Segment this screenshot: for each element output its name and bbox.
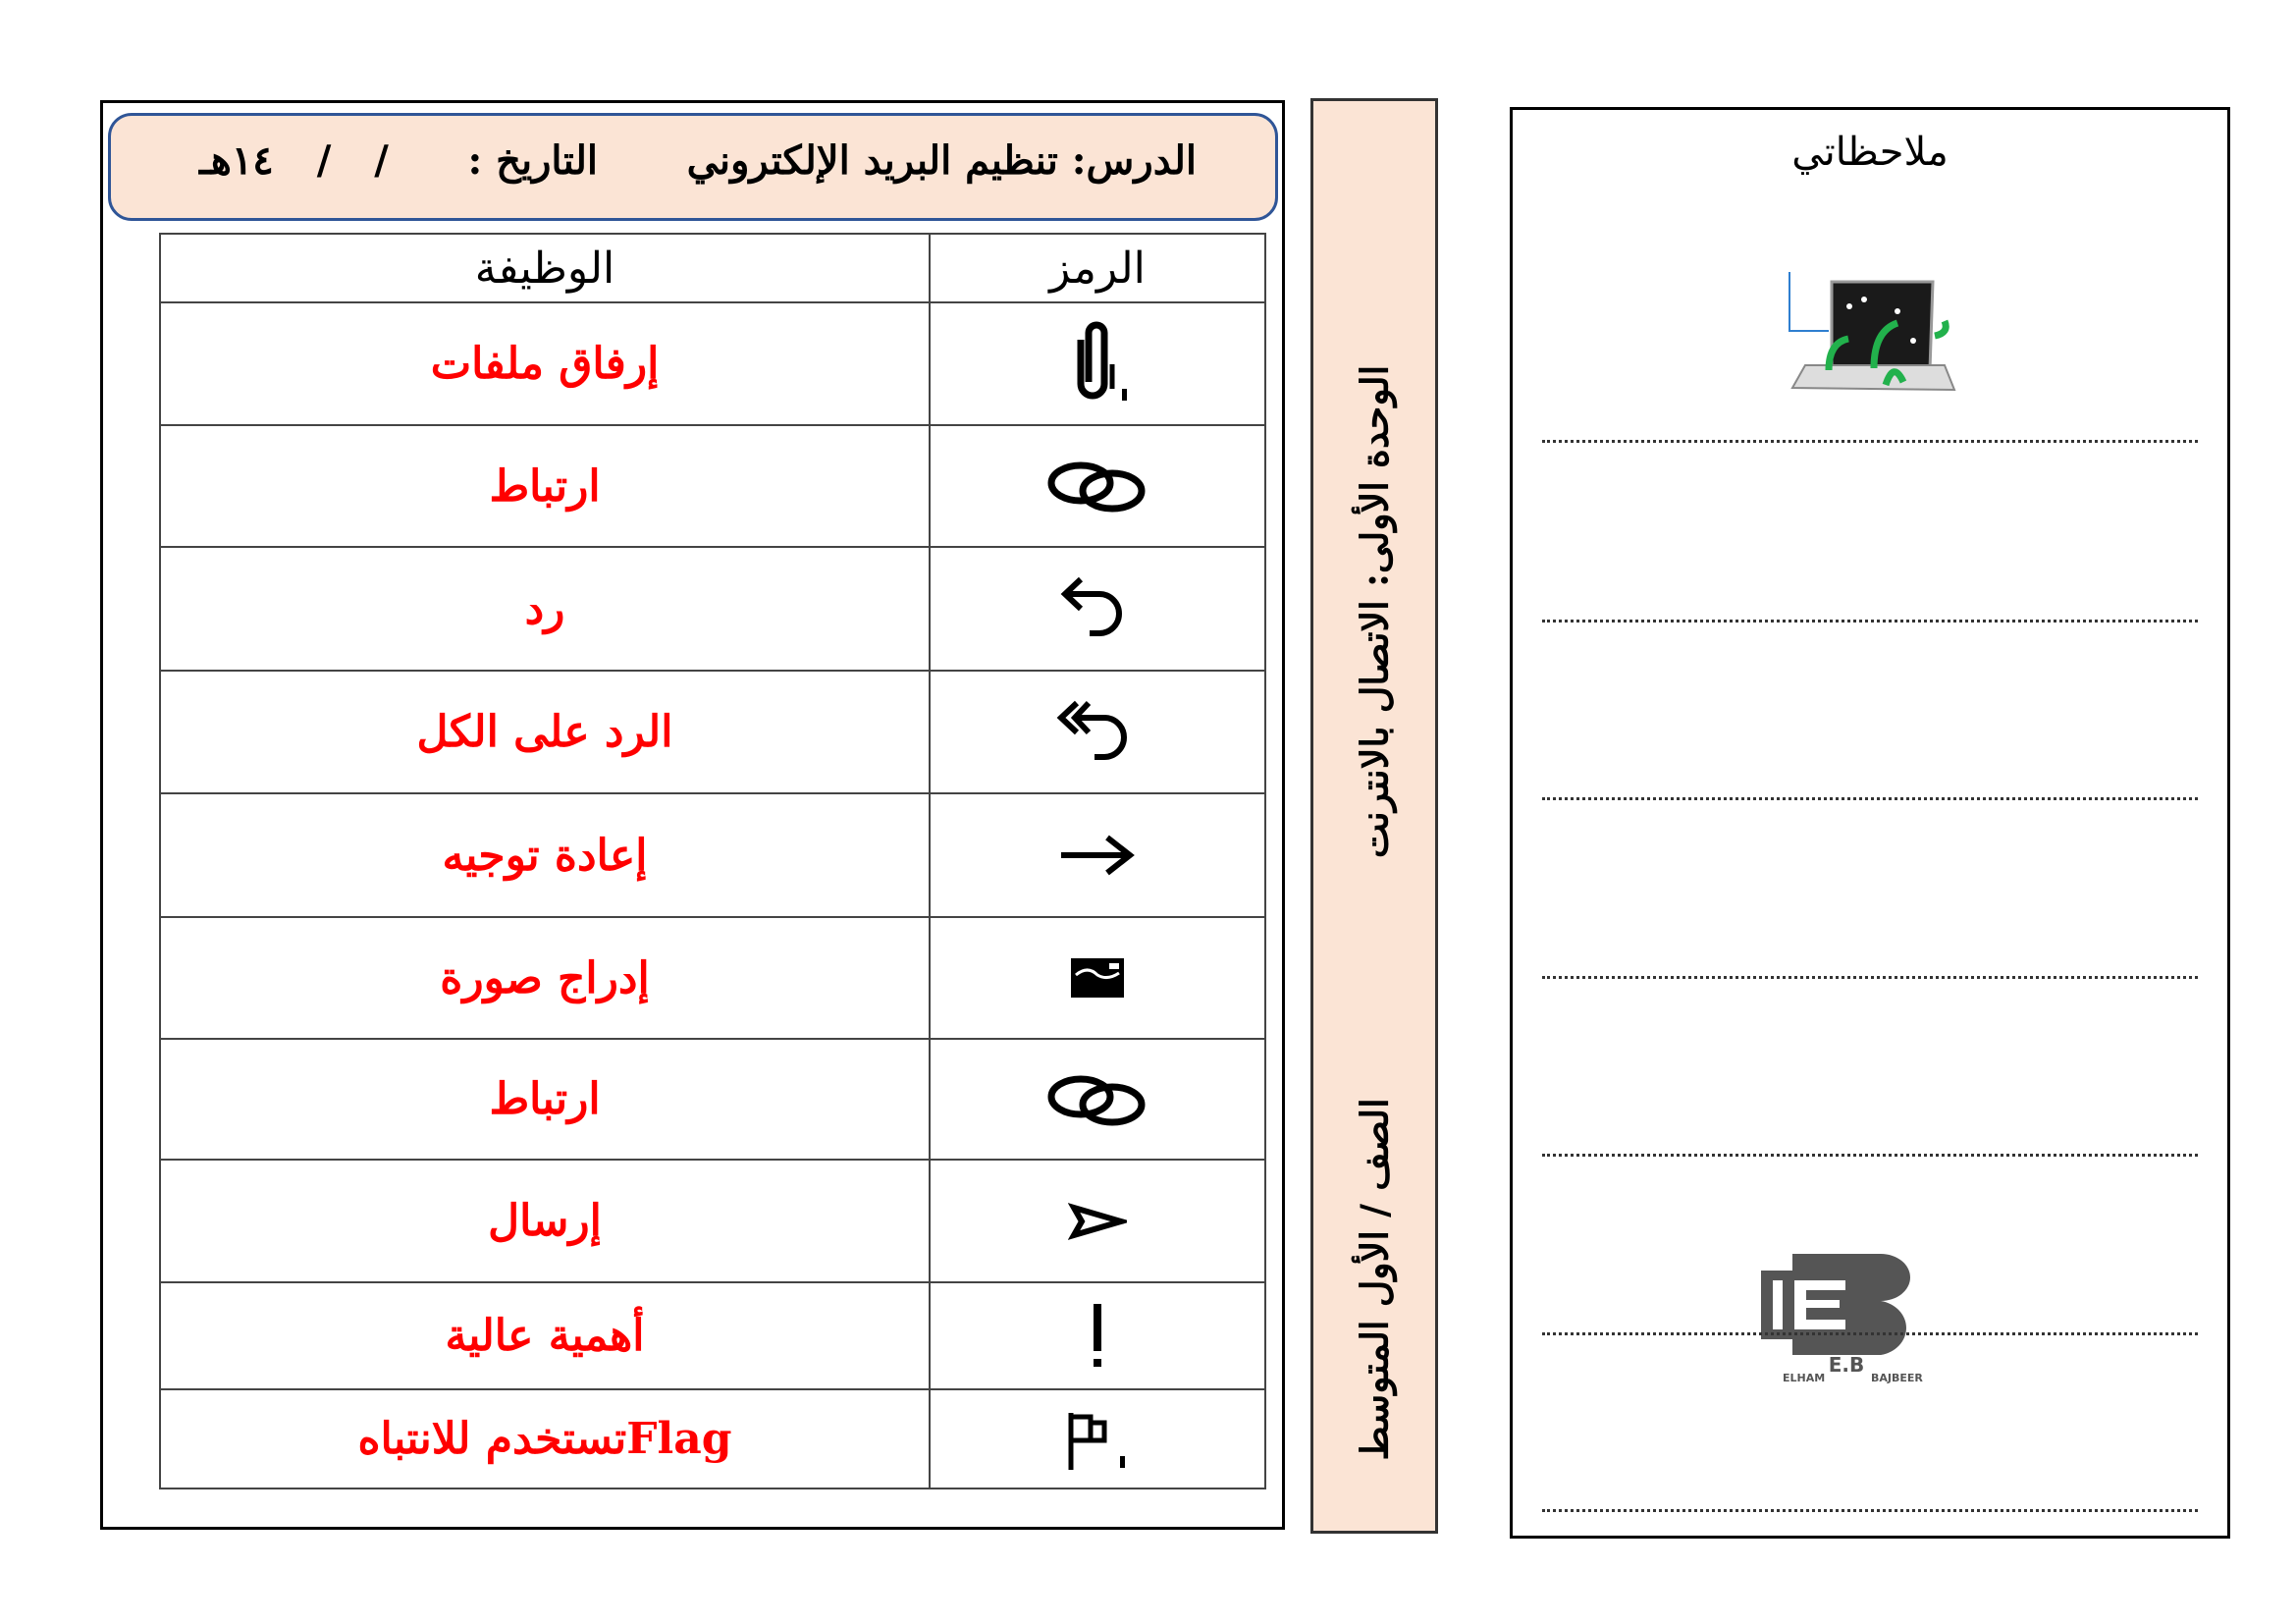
table-row: رد <box>159 546 1266 672</box>
symbol-cell <box>929 916 1266 1040</box>
symbol-cell <box>929 424 1266 548</box>
function-cell: إرفاق ملفات <box>159 301 931 426</box>
note-line <box>1542 440 2198 443</box>
table-row: ارتباط <box>159 424 1266 548</box>
note-line <box>1542 1509 2198 1512</box>
unit-title: الوحدة الأولى: الاتصال بالانترنت <box>1352 364 1397 859</box>
symbols-table: الرمز الوظيفة إرفاق ملفات ارتباط رد الرد… <box>159 233 1266 1489</box>
table-row: إرفاق ملفات <box>159 301 1266 426</box>
image-icon <box>1071 958 1124 998</box>
grade-label: الصف / الأول المتوسط <box>1352 1098 1397 1461</box>
laptop-illustration <box>1789 272 1956 392</box>
function-cell: الرد على الكل <box>159 670 931 794</box>
symbol-cell <box>929 1281 1266 1390</box>
table-row: الرد على الكل <box>159 670 1266 794</box>
link-icon <box>1047 1075 1146 1125</box>
notes-title: ملاحظاتي <box>1791 130 1949 175</box>
function-cell: أهمية عالية <box>159 1281 931 1390</box>
link-icon <box>1047 461 1146 513</box>
date-value: / / ١٤هـ <box>199 137 389 184</box>
reply-icon <box>1060 576 1122 636</box>
function-cell: ارتباط <box>159 1038 931 1161</box>
symbol-cell <box>929 670 1266 794</box>
svg-text:BAJBEER: BAJBEER <box>1871 1372 1923 1384</box>
paperclip-icon <box>1077 321 1127 401</box>
function-cell: إعادة توجيه <box>159 792 931 918</box>
svg-text:E.B: E.B <box>1829 1353 1865 1377</box>
side-info-strip: الوحدة الأولى: الاتصال بالانترنت الصف / … <box>1310 98 1438 1534</box>
symbol-cell <box>929 792 1266 918</box>
symbol-cell <box>929 1388 1266 1489</box>
note-line <box>1542 620 2198 623</box>
send-icon <box>1068 1202 1127 1240</box>
note-line <box>1542 1332 2198 1335</box>
table-row: إعادة توجيه <box>159 792 1266 918</box>
function-cell: إرسال <box>159 1159 931 1283</box>
forward-arrow-icon <box>1061 835 1135 876</box>
note-line <box>1542 797 2198 800</box>
symbol-cell <box>929 1159 1266 1283</box>
note-line <box>1542 976 2198 979</box>
function-cell: ارتباط <box>159 424 931 548</box>
lesson-header: الدرس: تنظيم البريد الإلكتروني التاريخ :… <box>108 113 1278 221</box>
worksheet-frame <box>100 100 1285 1530</box>
symbol-cell <box>929 301 1266 426</box>
function-cell: Flagتستخدم للانتباه <box>159 1388 931 1489</box>
table-row: إدراج صورة <box>159 916 1266 1040</box>
lesson-title: الدرس: تنظيم البريد الإلكتروني <box>686 137 1197 184</box>
flag-icon <box>1068 1412 1125 1470</box>
exclamation-icon <box>1094 1303 1101 1367</box>
reply-all-icon <box>1056 700 1127 760</box>
eb-logo: E.B ELHAM BAJBEER <box>1761 1254 1923 1384</box>
table-row: ارتباط <box>159 1038 1266 1161</box>
column-header-symbol: الرمز <box>929 233 1266 303</box>
note-line <box>1542 1154 2198 1157</box>
table-row: Flagتستخدم للانتباه <box>159 1388 1266 1489</box>
table-header-row: الرمز الوظيفة <box>159 233 1266 303</box>
notes-panel: ملاحظاتي E.B ELHAM BAJBEER <box>1510 107 2230 1539</box>
function-cell: إدراج صورة <box>159 916 931 1040</box>
symbol-cell <box>929 1038 1266 1161</box>
function-cell: رد <box>159 546 931 672</box>
table-row: أهمية عالية <box>159 1281 1266 1390</box>
table-row: إرسال <box>159 1159 1266 1283</box>
date-label: التاريخ : <box>467 137 598 184</box>
column-header-function: الوظيفة <box>159 233 931 303</box>
svg-text:ELHAM: ELHAM <box>1783 1372 1825 1384</box>
symbol-cell <box>929 546 1266 672</box>
